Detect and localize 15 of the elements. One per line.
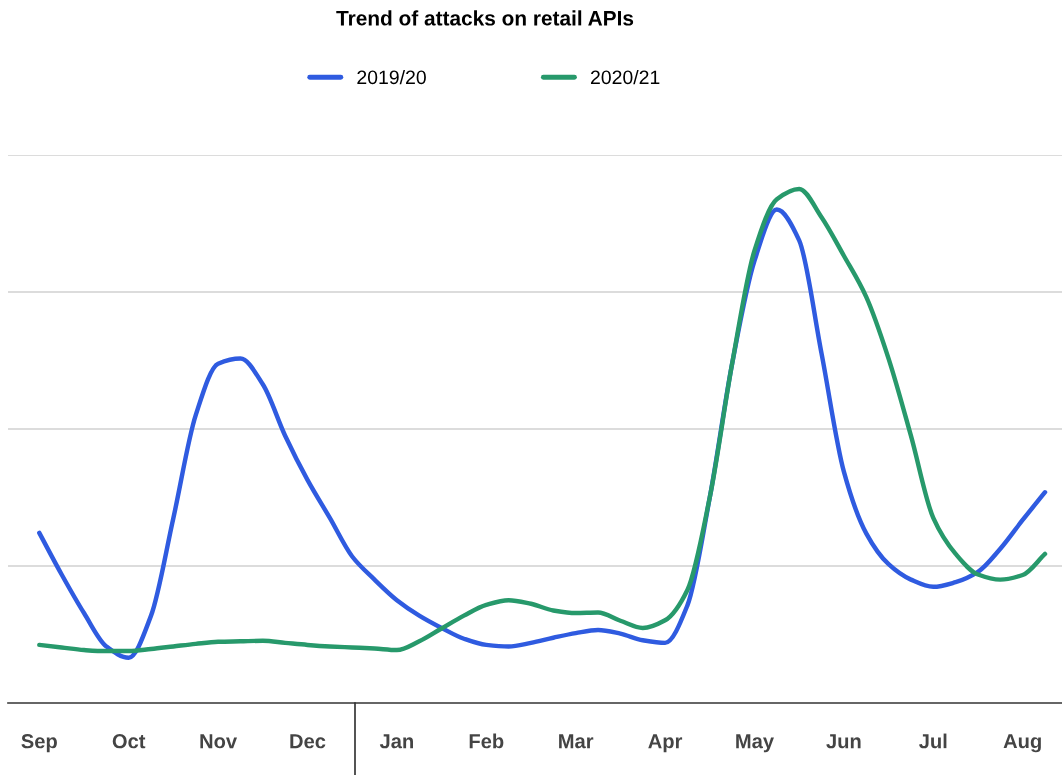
x-tick-label: Jan — [379, 734, 413, 749]
legend-label: 2020/21 — [590, 69, 660, 85]
chart-title: Trend of attacks on retail APIs — [336, 10, 634, 26]
x-tick-label: Jun — [826, 734, 861, 749]
x-tick-label: Nov — [200, 734, 238, 749]
x-tick-label: May — [736, 734, 774, 753]
x-tick-label: Apr — [648, 734, 683, 753]
x-tick-label: Sep — [21, 734, 57, 753]
x-tick-label: Jul — [919, 733, 947, 749]
x-tick-label: Aug — [1003, 734, 1041, 753]
x-tick-label: Dec — [290, 734, 326, 749]
x-tick-label: Oct — [112, 734, 146, 749]
x-tick-label: Mar — [559, 734, 594, 749]
legend-label: 2019/20 — [357, 69, 426, 85]
x-tick-label: Feb — [469, 733, 504, 749]
